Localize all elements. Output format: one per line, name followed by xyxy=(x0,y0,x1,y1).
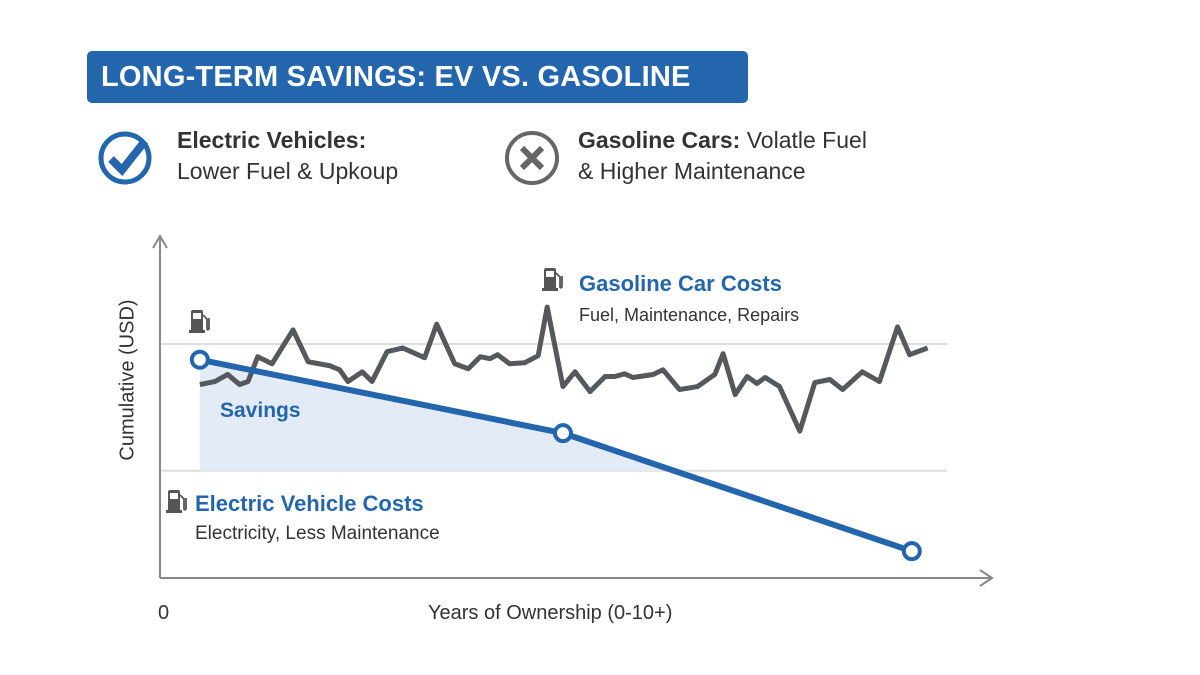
x-axis-arrow xyxy=(979,569,994,587)
fuel-pump-icon xyxy=(189,310,210,333)
check-circle-icon xyxy=(98,131,152,185)
ev-data-point xyxy=(552,423,573,444)
gas-series-title: Gasoline Car Costs xyxy=(579,271,782,296)
savings-label: Savings xyxy=(220,399,301,422)
y-axis-label: Cumulative (USD) xyxy=(116,299,139,461)
feature-gas-desc1: Volatle Fuel xyxy=(740,127,867,153)
ev-series-title: Electric Vehicle Costs xyxy=(195,491,424,516)
feature-ev-title: Electric Vehicles: xyxy=(177,127,367,153)
ev-series-subtitle: Electricity, Less Maintenance xyxy=(195,523,440,544)
feature-gas-title: Gasoline Cars: xyxy=(578,127,741,153)
feature-gas: Gasoline Cars: Volatle Fuel & Higher Main… xyxy=(504,125,867,187)
y-axis-arrow xyxy=(152,234,168,249)
feature-gas-desc2: & Higher Maintenance xyxy=(578,158,806,184)
x-circle-icon xyxy=(505,131,559,185)
gas-series-subtitle: Fuel, Maintenance, Repairs xyxy=(579,305,800,325)
ev-data-point xyxy=(901,541,922,562)
fuel-pump-icon xyxy=(166,490,187,513)
gasoline-cost-line xyxy=(199,304,929,434)
x-axis-label: Years of Ownership (0-10+) xyxy=(428,602,673,624)
feature-ev-desc: Lower Fuel & Upkoup xyxy=(177,158,399,184)
ev-data-point xyxy=(189,349,210,370)
page-title: LONG-TERM SAVINGS: EV VS. GASOLINE xyxy=(101,61,691,93)
title-banner: LONG-TERM SAVINGS: EV VS. GASOLINE xyxy=(87,51,748,103)
fuel-pump-icon xyxy=(542,268,563,291)
feature-ev: Electric Vehicles: Lower Fuel & Upkoup xyxy=(97,125,398,187)
x-tick-0: 0 xyxy=(158,602,170,624)
savings-area xyxy=(199,359,674,471)
